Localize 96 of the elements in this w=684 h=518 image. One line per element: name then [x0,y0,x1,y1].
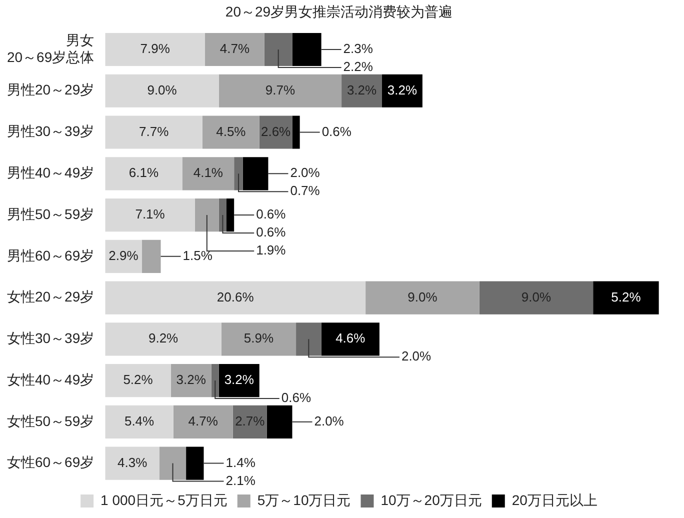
bar [218,198,226,232]
data-label: 4.1% [193,165,224,180]
data-label: 5.2% [611,289,642,304]
legend-label: 10万～20万日元 [380,492,482,508]
data-label: 1.4% [226,454,256,470]
bar [479,281,594,314]
bar [211,364,219,398]
bar [105,32,206,66]
y-tick-label: 男性30～39岁 [6,123,94,140]
bar [221,322,296,356]
bar [105,405,174,438]
y-tick-label: 女性60～69岁 [6,454,94,470]
bar [186,446,204,480]
data-label: 0.6% [281,390,312,406]
bar [105,157,182,190]
data-label: 9.2% [148,330,179,346]
y-tick-label: 男性20～29岁 [6,82,94,98]
bar [194,198,219,232]
bar [266,405,292,438]
data-label: 2.0% [314,414,344,429]
data-label: 7.7% [138,124,170,139]
bar [205,32,264,66]
data-label: 7.9% [140,41,170,56]
bar [202,116,260,149]
data-label: 3.2% [224,372,254,388]
data-label: 2.0% [290,165,320,180]
data-label: 5.4% [124,414,155,429]
bar [296,322,322,356]
data-label: 4.7% [188,414,218,429]
data-label: 4.3% [118,454,148,470]
y-tick-label: 女性30～39岁 [6,330,94,346]
y-tick-label: 男性50～59岁 [6,206,94,222]
bar [173,405,233,438]
bar [321,322,380,356]
bar [234,157,243,190]
data-label: 7.1% [135,206,166,222]
legend-label: 1 000日元～5万日元 [100,492,228,508]
chart-title: 20～29岁男女推崇活动消费较为普遍 [225,3,453,20]
data-label: 1.9% [256,242,286,258]
y-tick-label: 女性20～29岁 [6,288,94,305]
data-label: 2.3% [343,41,374,56]
data-label: 3.2% [346,82,378,98]
bar [182,157,234,190]
bar [160,446,186,480]
legend-label: 5万～10万日元 [257,492,351,508]
data-label: 2.2% [343,59,374,74]
bar [105,74,219,108]
bar [105,281,366,314]
data-label: 5.9% [244,330,274,346]
data-label: 6.1% [128,165,159,180]
y-tick-label: 女性50～59岁 [6,412,94,429]
bar [382,74,422,108]
data-label: 2.0% [401,348,432,364]
data-label: 4.6% [336,330,366,346]
data-label: 2.9% [108,248,139,263]
data-label: 20.6% [216,289,254,304]
data-label: 0.6% [256,206,286,222]
data-label: 4.7% [220,41,250,56]
bar [142,240,161,273]
legend-label: 20万日元以上 [512,492,598,508]
data-label: 2.1% [226,472,256,488]
y-tick-label: 女性40～49岁 [6,371,94,388]
bar [593,281,659,314]
bar [218,74,342,108]
y-tick-label: 男女 20～69岁总体 [6,32,94,65]
data-label: 2.6% [260,124,292,139]
data-label: 4.5% [216,124,246,139]
data-label: 0.6% [322,124,352,139]
y-tick-label: 男性40～49岁 [6,164,94,180]
bar [226,198,234,232]
data-label: 1.5% [182,248,213,263]
bar [292,116,300,149]
bar [170,364,212,398]
data-label: 0.7% [290,183,320,198]
data-label: 9.0% [147,82,178,98]
bar [105,198,195,232]
data-label: 3.2% [176,372,206,388]
data-label: 9.7% [265,82,296,98]
data-label: 2.7% [235,414,266,429]
data-label: 9.0% [408,289,438,304]
data-label: 9.0% [521,289,552,304]
bar [292,32,322,66]
data-label: 0.6% [256,224,286,240]
bar [232,405,267,438]
data-label: 5.2% [123,372,154,388]
y-tick-label: 男性60～69岁 [6,247,94,264]
bar [366,281,480,314]
bar [105,322,222,356]
bar [105,116,202,149]
data-label: 3.2% [387,82,418,98]
bar [105,446,160,480]
bar [264,32,292,66]
bar [105,364,171,398]
bar [218,364,260,398]
bar [342,74,382,108]
bar [242,157,268,190]
